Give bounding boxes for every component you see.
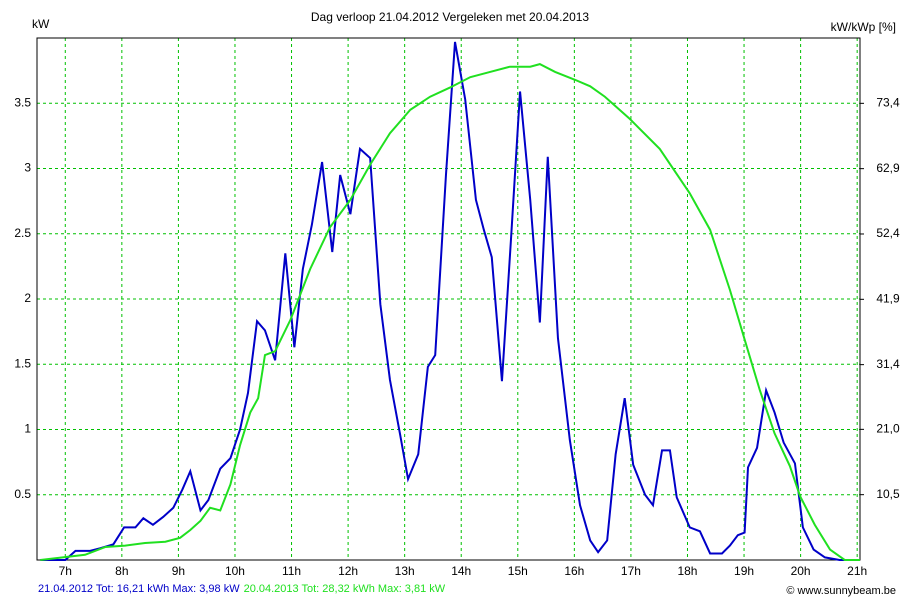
- y2-tick-label: 52,4: [876, 226, 900, 240]
- y-tick-label: 1.5: [14, 356, 31, 370]
- series-line: [40, 41, 860, 561]
- legend-entry: 20.04.2013 Tot: 28,32 kWh Max: 3,81 kW: [244, 583, 446, 595]
- x-tick-label: 8h: [115, 564, 128, 578]
- y-axis-label: kW: [32, 17, 50, 31]
- x-tick-label: 14h: [451, 564, 471, 578]
- x-tick-label: 15h: [508, 564, 528, 578]
- y2-tick-label: 31,4: [876, 357, 900, 371]
- series-line: [40, 63, 860, 561]
- x-tick-label: 19h: [734, 564, 754, 578]
- chart-title: Dag verloop 21.04.2012 Vergeleken met 20…: [311, 10, 590, 24]
- y-tick-label: 2.5: [14, 226, 31, 240]
- x-tick-label: 11h: [282, 564, 301, 578]
- y-tick-label: 1: [24, 422, 31, 436]
- x-tick-label: 20h: [791, 564, 811, 578]
- y-tick-label: 0.5: [14, 487, 31, 501]
- x-tick-label: 10h: [225, 564, 245, 578]
- x-tick-label: 16h: [564, 564, 584, 578]
- x-tick-label: 21h: [847, 564, 867, 578]
- x-tick-label: 17h: [621, 564, 641, 578]
- y-tick-label: 3: [24, 161, 31, 175]
- y2-tick-label: 62,9: [876, 161, 900, 175]
- y-tick-label: 2: [24, 291, 31, 305]
- plot-frame: [36, 37, 861, 561]
- y2-tick-label: 73,4: [876, 95, 900, 109]
- y2-tick-label: 41,9: [876, 291, 900, 305]
- x-tick-label: 7h: [59, 564, 72, 578]
- credit: © www.sunnybeam.be: [786, 585, 896, 597]
- y2-tick-label: 21,0: [876, 422, 900, 436]
- y2-tick-label: 10,5: [876, 487, 900, 501]
- x-tick-label: 12h: [338, 564, 358, 578]
- legend-entry: 21.04.2012 Tot: 16,21 kWh Max: 3,98 kW: [38, 583, 240, 595]
- x-tick-label: 13h: [395, 564, 415, 578]
- y2-axis-label: kW/kWp [%]: [831, 20, 896, 34]
- x-tick-label: 18h: [677, 564, 697, 578]
- x-tick-label: 9h: [172, 564, 185, 578]
- y-tick-label: 3.5: [14, 95, 31, 109]
